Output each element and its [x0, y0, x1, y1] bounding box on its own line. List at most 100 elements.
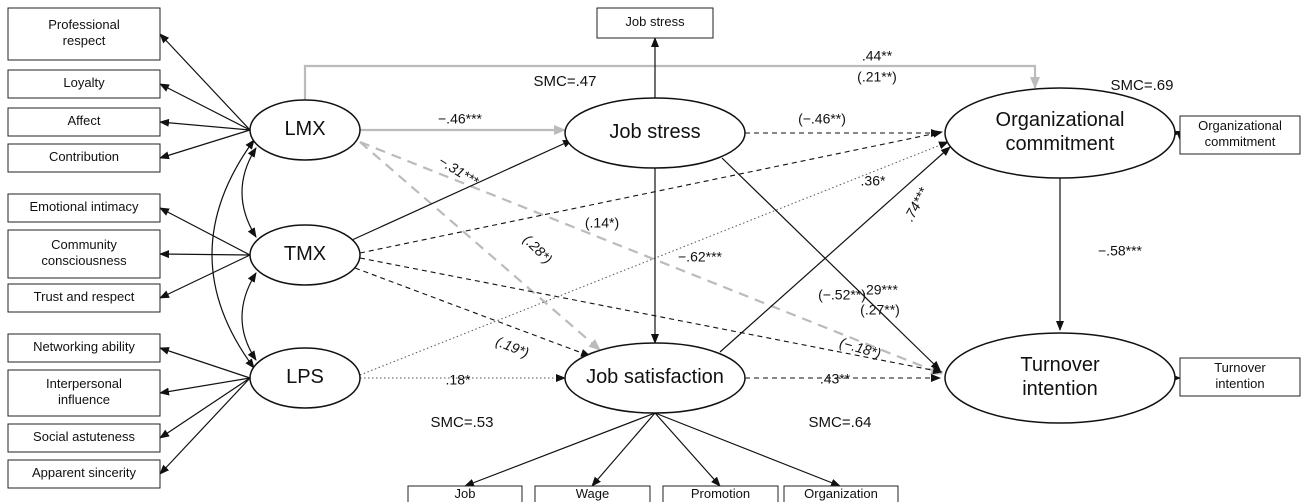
path-coefficient: (.21**): [857, 69, 897, 85]
path-coefficient: −.46***: [438, 111, 483, 127]
indicator-label-line: Interpersonal: [46, 377, 122, 392]
latent-node: [249, 224, 361, 286]
indicator-box: [7, 423, 161, 453]
indicator-label: Apparent sincerity: [32, 465, 137, 480]
path-coefficient: −.62***: [678, 249, 723, 265]
observed-box: [534, 485, 651, 502]
edges: [159, 33, 1184, 487]
latent-label-line: LPS: [286, 366, 324, 388]
latent-node: [564, 97, 746, 169]
latent-label-line: Job stress: [609, 121, 700, 143]
observed-label-line: Wage: [576, 486, 609, 501]
observed-label-line: intention: [1215, 376, 1264, 391]
path-coefficient: .29***: [862, 282, 898, 298]
observed-box: [783, 485, 899, 502]
indicator-label-line: Community: [51, 238, 117, 253]
observed-label: Job stress: [625, 14, 685, 29]
observed-label-line: Job stress: [625, 14, 685, 29]
latent-node: [564, 342, 746, 414]
smc-label: SMC=.53: [431, 414, 494, 431]
indicator-box: [7, 369, 161, 417]
indicator-label-line: Social astuteness: [33, 429, 135, 444]
observed-label-line: commitment: [1205, 134, 1276, 149]
observed-label: Promotion: [691, 486, 750, 501]
indicator-label-line: Loyalty: [63, 75, 105, 90]
latent-label: LPS: [286, 366, 324, 388]
latent-node: [944, 87, 1176, 179]
latent-label: Job stress: [609, 121, 700, 143]
indicator-label: Community consciousness: [41, 238, 127, 269]
observed-box: [1179, 357, 1301, 397]
indicator-label-line: Professional: [48, 18, 120, 33]
indicator-box: [7, 107, 161, 137]
latent-label-line: Turnover: [1020, 354, 1100, 376]
observed-label: Turnover intention: [1214, 361, 1266, 392]
indicator-box: [7, 459, 161, 489]
latent-label-line: Job satisfaction: [586, 366, 724, 388]
indicator-label: Networking ability: [33, 339, 135, 354]
latent-label-line: intention: [1022, 378, 1098, 400]
indicator-box: [7, 229, 161, 279]
indicator-box: [7, 193, 161, 223]
latent-label: Turnover intention: [1020, 354, 1100, 400]
path-coefficient: (.28*): [520, 231, 556, 267]
observed-label-line: Promotion: [691, 486, 750, 501]
observed-box: [662, 485, 779, 502]
indicator-label-line: consciousness: [41, 253, 127, 268]
indicator-box: [7, 7, 161, 61]
indicator-label: Affect: [67, 113, 100, 128]
latent-label: LMX: [284, 118, 325, 140]
path-coefficient: .18*: [446, 372, 471, 388]
latent-label-line: LMX: [284, 118, 325, 140]
indicator-box: [7, 283, 161, 313]
smc-label: SMC=.69: [1111, 77, 1174, 94]
indicator-label: Professional respect: [48, 18, 120, 49]
indicator-label-line: Affect: [67, 113, 100, 128]
indicator-label-line: Networking ability: [33, 339, 135, 354]
latent-label: Organizational commitment: [996, 109, 1125, 155]
latent-node: [249, 99, 361, 161]
path-coefficient: (.27**): [860, 302, 900, 318]
indicator-label: Trust and respect: [34, 289, 135, 304]
indicator-label-line: Contribution: [49, 149, 119, 164]
path-coefficient: (−.46**): [798, 111, 846, 127]
observed-label-line: Turnover: [1214, 361, 1266, 376]
latent-label: TMX: [284, 243, 326, 265]
path-coefficient: (−.18*): [838, 334, 883, 361]
path-coefficient: −.31***: [436, 152, 482, 189]
indicator-label-line: Trust and respect: [34, 289, 135, 304]
indicator-label-line: respect: [63, 33, 106, 48]
smc-label: SMC=.64: [809, 414, 872, 431]
latent-label: Job satisfaction: [586, 366, 724, 388]
path-coefficient: (.14*): [585, 215, 619, 231]
latent-node: [944, 332, 1176, 424]
indicator-label: Loyalty: [63, 75, 105, 90]
observed-label: Organization: [804, 486, 878, 501]
observed-label: Job: [455, 486, 476, 501]
observed-box: [1179, 115, 1301, 155]
latent-label-line: Organizational: [996, 109, 1125, 131]
path-coefficient: .43**: [820, 371, 851, 387]
latent-label-line: TMX: [284, 243, 326, 265]
indicator-label: Social astuteness: [33, 429, 135, 444]
indicator-label: Contribution: [49, 149, 119, 164]
observed-label-line: Organizational: [1198, 119, 1282, 134]
latent-label-line: commitment: [1006, 133, 1115, 155]
observed-label-line: Organization: [804, 486, 878, 501]
indicator-label-line: influence: [58, 392, 110, 407]
indicator-label: Interpersonal influence: [46, 377, 122, 408]
path-coefficient: .36*: [861, 173, 886, 189]
observed-label: Organizational commitment: [1198, 119, 1282, 150]
path-coefficient: (−.52**): [818, 287, 866, 303]
indicator-label-line: Emotional intimacy: [29, 199, 139, 214]
path-coefficient: .44**: [862, 48, 893, 64]
indicator-box: [7, 333, 161, 363]
indicator-label-line: Apparent sincerity: [32, 465, 137, 480]
path-coefficient: (.19*): [494, 333, 532, 361]
path-coefficient: .74***: [900, 184, 931, 224]
observed-box: [407, 485, 523, 502]
observed-label-line: Job: [455, 486, 476, 501]
observed-label: Wage: [576, 486, 609, 501]
indicator-box: [7, 143, 161, 173]
